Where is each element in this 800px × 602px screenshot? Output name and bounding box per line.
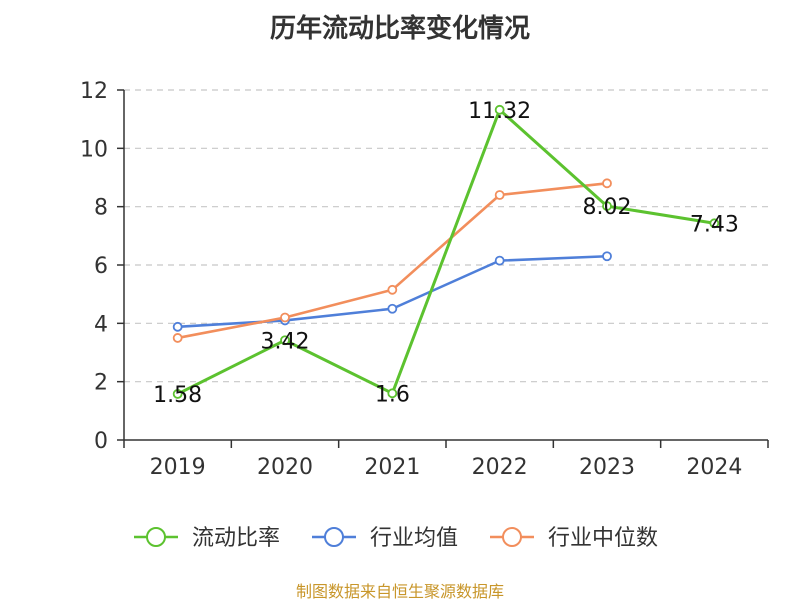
y-tick-label: 0 — [94, 429, 108, 454]
data-point — [172, 389, 183, 399]
data-point — [387, 284, 398, 295]
data-label: 7.43 — [690, 212, 739, 237]
y-tick-label: 12 — [80, 79, 108, 104]
data-label: 1.6 — [375, 382, 410, 407]
data-point — [280, 312, 290, 323]
data-point — [387, 303, 398, 314]
data-point — [494, 190, 505, 200]
legend-label: 流动比率 — [192, 526, 280, 551]
legend-marker — [502, 527, 522, 547]
data-point — [172, 321, 183, 332]
data-point — [494, 104, 505, 115]
data-point — [280, 335, 290, 346]
data-point — [387, 388, 398, 399]
legend-marker — [146, 527, 166, 547]
x-tick-label: 2019 — [150, 455, 206, 480]
y-tick-label: 6 — [94, 254, 108, 279]
x-tick-label: 2023 — [579, 455, 635, 480]
y-tick-label: 8 — [94, 196, 108, 221]
data-point — [172, 333, 183, 343]
data-point — [602, 178, 612, 189]
legend-marker — [324, 527, 344, 547]
chart-title: 历年流动比率变化情况 — [269, 14, 530, 44]
legend-label: 行业均值 — [370, 526, 458, 551]
x-tick-label: 2022 — [472, 455, 528, 480]
data-label: 8.02 — [583, 195, 632, 220]
x-tick-label: 2021 — [364, 455, 420, 480]
data-point — [602, 251, 612, 262]
data-point — [494, 255, 505, 266]
y-tick-label: 2 — [94, 371, 108, 396]
source-note: 制图数据来自恒生聚源数据库 — [295, 582, 504, 601]
data-point — [709, 218, 720, 229]
x-tick-label: 2024 — [686, 455, 742, 480]
data-label: 11.32 — [468, 99, 531, 124]
y-tick-label: 10 — [80, 137, 108, 162]
x-tick-label: 2020 — [257, 455, 313, 480]
data-label: 1.58 — [153, 383, 202, 408]
y-tick-label: 4 — [94, 312, 108, 337]
series-line-1 — [176, 108, 715, 396]
data-label: 3.42 — [261, 329, 310, 354]
legend-label: 行业中位数 — [548, 526, 658, 551]
data-point — [602, 201, 612, 211]
